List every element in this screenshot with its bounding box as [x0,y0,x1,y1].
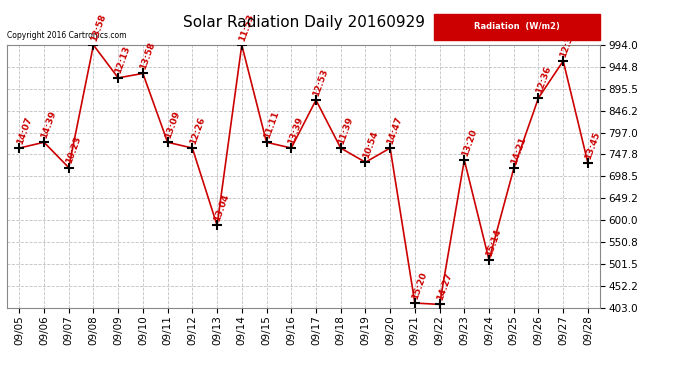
Text: Solar Radiation Daily 20160929: Solar Radiation Daily 20160929 [183,15,424,30]
Text: 15:20: 15:20 [411,270,428,300]
Text: 15:14: 15:14 [485,227,503,257]
Text: 13:45: 13:45 [584,130,602,160]
Text: 12:36: 12:36 [534,65,553,95]
Text: Copyright 2016 Cartronics.com: Copyright 2016 Cartronics.com [7,31,126,40]
Text: 12:13: 12:13 [114,45,132,75]
Text: 14:27: 14:27 [435,272,453,302]
Text: 12:26: 12:26 [188,115,206,145]
Text: 13:20: 13:20 [460,128,478,157]
Bar [434,13,600,40]
Text: 10:54: 10:54 [361,129,380,159]
Text: 12:53: 12:53 [312,68,330,97]
Text: 14:21: 14:21 [509,136,528,166]
Text: 11:11: 11:11 [262,110,280,140]
Text: 10:23: 10:23 [64,135,83,165]
Text: Radiation  (W/m2): Radiation (W/m2) [474,22,560,31]
Text: 11:53: 11:53 [237,12,256,42]
Text: 13:39: 13:39 [287,115,305,145]
Text: 14:07: 14:07 [15,115,33,145]
Text: 14:47: 14:47 [386,115,404,145]
Text: 14:39: 14:39 [40,109,58,140]
Text: 13:09: 13:09 [164,110,181,140]
Text: 11:39: 11:39 [337,115,355,145]
Text: 13:04: 13:04 [213,193,231,222]
Text: 13:58: 13:58 [89,12,108,42]
Text: 12:35: 12:35 [559,28,577,58]
Text: 13:58: 13:58 [139,40,157,70]
